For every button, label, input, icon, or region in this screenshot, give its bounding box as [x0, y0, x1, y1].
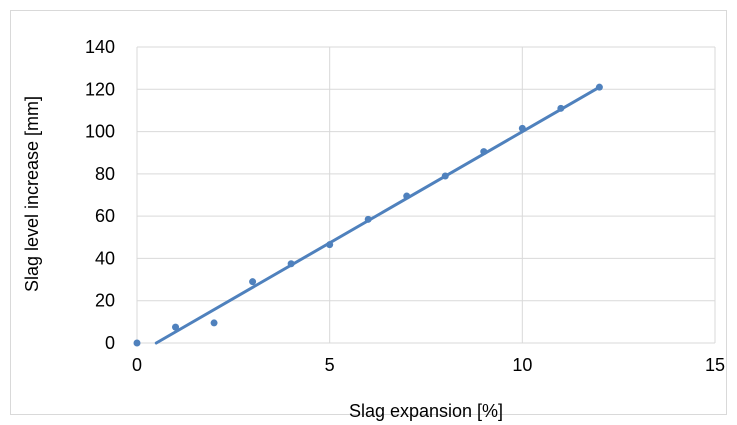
y-tick-label-7: 140 [85, 37, 115, 57]
data-point-0-0 [133, 339, 141, 347]
y-axis-title: Slag level increase [mm] [22, 96, 42, 292]
x-tick-label-0: 0 [132, 355, 142, 375]
y-axis-ticks: 0 20 40 60 80 100 120 140 [85, 37, 115, 353]
x-axis-title: Slag expansion [%] [349, 401, 503, 421]
data-points [133, 83, 603, 347]
data-point-0-6 [364, 215, 372, 223]
data-point-0-2 [210, 319, 218, 327]
x-tick-label-2: 10 [512, 355, 532, 375]
data-point-0-8 [441, 172, 449, 180]
data-point-0-9 [480, 148, 488, 156]
data-point-0-7 [403, 192, 411, 200]
x-tick-label-1: 5 [325, 355, 335, 375]
data-point-0-1 [172, 323, 180, 331]
data-point-0-4 [287, 260, 295, 268]
chart-area-border [10, 10, 727, 415]
data-point-0-10 [518, 124, 526, 132]
y-tick-label-4: 80 [95, 164, 115, 184]
y-tick-label-1: 20 [95, 291, 115, 311]
data-point-0-11 [557, 104, 565, 112]
y-tick-label-3: 60 [95, 206, 115, 226]
x-tick-label-3: 15 [705, 355, 725, 375]
y-tick-label-5: 100 [85, 122, 115, 142]
data-point-0-12 [595, 83, 603, 91]
data-point-0-5 [326, 241, 334, 249]
y-tick-label-6: 120 [85, 79, 115, 99]
gridlines [136, 46, 716, 344]
y-tick-label-0: 0 [105, 333, 115, 353]
x-axis-ticks: 0 5 10 15 [132, 355, 725, 375]
y-tick-label-2: 40 [95, 248, 115, 268]
trendline-layer [154, 85, 601, 345]
data-point-0-3 [249, 278, 257, 286]
linear-trendline [154, 85, 601, 345]
